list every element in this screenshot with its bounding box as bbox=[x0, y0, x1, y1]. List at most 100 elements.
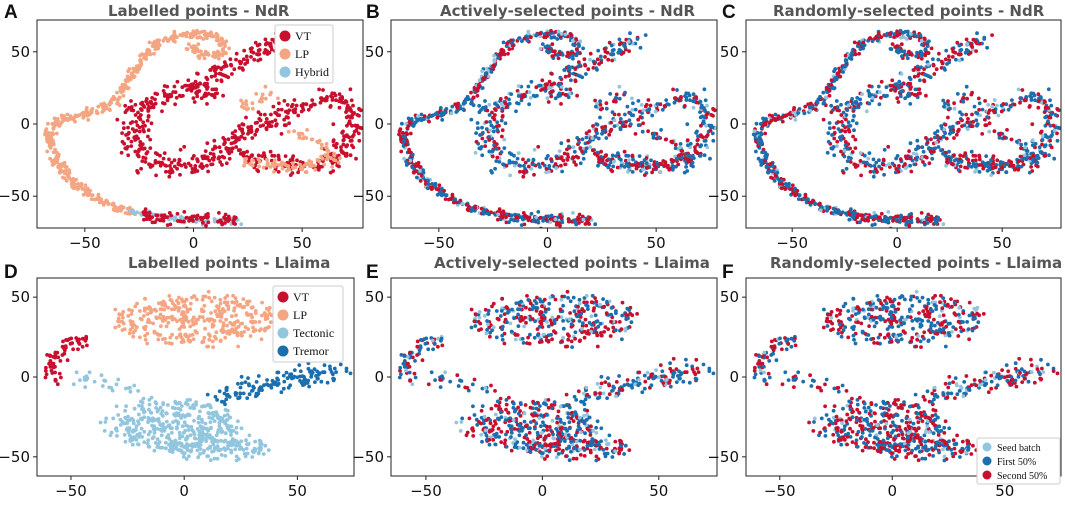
scatter-point bbox=[851, 107, 856, 111]
scatter-point bbox=[595, 131, 599, 136]
scatter-point bbox=[582, 57, 587, 62]
scatter-point bbox=[351, 103, 355, 108]
scatter-point bbox=[686, 143, 690, 148]
scatter-point bbox=[607, 40, 612, 45]
scatter-point bbox=[135, 325, 139, 329]
scatter-point bbox=[574, 37, 578, 42]
scatter-point bbox=[968, 50, 973, 55]
legend-marker bbox=[279, 30, 291, 42]
scatter-point bbox=[567, 67, 572, 72]
scatter-point bbox=[350, 123, 354, 128]
scatter-point bbox=[458, 198, 463, 203]
scatter-point bbox=[200, 315, 205, 320]
scatter-point bbox=[139, 113, 143, 117]
scatter-point bbox=[890, 161, 895, 166]
scatter-point bbox=[898, 157, 903, 162]
scatter-point bbox=[142, 309, 147, 313]
scatter-point bbox=[60, 344, 65, 349]
scatter-point bbox=[487, 138, 492, 142]
scatter-point bbox=[158, 405, 163, 410]
scatter-point bbox=[952, 153, 956, 158]
scatter-point bbox=[469, 101, 473, 106]
scatter-point bbox=[222, 309, 227, 313]
scatter-point bbox=[353, 123, 357, 128]
scatter-point bbox=[711, 107, 716, 112]
scatter-point bbox=[301, 102, 306, 106]
scatter-point bbox=[80, 336, 85, 341]
scatter-point bbox=[1055, 131, 1059, 136]
scatter-point bbox=[122, 126, 126, 131]
scatter-point bbox=[525, 215, 530, 220]
scatter-point bbox=[477, 78, 482, 83]
scatter-point bbox=[915, 50, 919, 55]
scatter-point bbox=[56, 165, 61, 170]
scatter-point bbox=[559, 102, 563, 106]
scatter-point bbox=[569, 33, 574, 37]
scatter-point bbox=[860, 92, 864, 96]
scatter-point bbox=[276, 107, 281, 112]
scatter-point bbox=[484, 120, 489, 124]
scatter-point bbox=[177, 333, 182, 337]
scatter-point bbox=[196, 49, 201, 54]
scatter-point bbox=[103, 379, 108, 383]
scatter-point bbox=[238, 321, 243, 326]
scatter-point bbox=[51, 355, 56, 359]
scatter-point bbox=[951, 162, 955, 167]
scatter-point bbox=[168, 298, 173, 302]
scatter-point bbox=[882, 147, 887, 152]
scatter-point bbox=[223, 221, 227, 225]
scatter-point bbox=[549, 213, 554, 218]
scatter-point bbox=[621, 124, 626, 129]
scatter-point bbox=[238, 151, 243, 156]
scatter-point bbox=[916, 67, 921, 72]
y-tick-label: −50 bbox=[707, 187, 739, 205]
scatter-point bbox=[121, 321, 126, 326]
scatter-point bbox=[546, 214, 551, 219]
scatter-point bbox=[858, 101, 863, 106]
scatter-point bbox=[288, 173, 293, 178]
scatter-point bbox=[227, 156, 232, 161]
scatter-point bbox=[832, 136, 837, 141]
scatter-point bbox=[536, 144, 541, 149]
scatter-point bbox=[585, 219, 590, 224]
scatter-point bbox=[759, 132, 764, 137]
scatter-point bbox=[756, 156, 761, 161]
scatter-point bbox=[521, 169, 526, 174]
scatter-point bbox=[687, 93, 692, 98]
scatter-point bbox=[1023, 145, 1028, 150]
scatter-point bbox=[298, 162, 302, 167]
scatter-point bbox=[783, 187, 788, 192]
scatter-point bbox=[936, 215, 940, 220]
scatter-point bbox=[560, 91, 565, 96]
scatter-point bbox=[580, 137, 585, 142]
scatter-point bbox=[199, 307, 204, 312]
scatter-point bbox=[176, 309, 181, 313]
scatter-point bbox=[509, 217, 513, 222]
scatter-point bbox=[119, 205, 124, 210]
scatter-point bbox=[458, 104, 462, 109]
scatter-point bbox=[397, 132, 401, 137]
scatter-point bbox=[631, 163, 635, 167]
scatter-point bbox=[61, 175, 65, 180]
scatter-point bbox=[113, 307, 118, 312]
scatter-point bbox=[991, 165, 996, 170]
scatter-point bbox=[460, 201, 465, 206]
scatter-point bbox=[763, 131, 768, 136]
scatter-point bbox=[638, 115, 643, 119]
scatter-point bbox=[803, 195, 808, 199]
scatter-point bbox=[254, 129, 259, 134]
scatter-point bbox=[437, 191, 442, 196]
scatter-point bbox=[249, 306, 254, 310]
scatter-point bbox=[121, 315, 125, 320]
scatter-point bbox=[631, 101, 635, 106]
scatter-point bbox=[58, 359, 63, 363]
scatter-point bbox=[192, 86, 197, 90]
scatter-point bbox=[903, 162, 907, 166]
scatter-point bbox=[204, 75, 209, 80]
scatter-point bbox=[62, 114, 66, 118]
scatter-point bbox=[703, 98, 708, 103]
scatter-point bbox=[202, 29, 207, 34]
scatter-point bbox=[915, 138, 920, 143]
scatter-point bbox=[249, 49, 254, 54]
